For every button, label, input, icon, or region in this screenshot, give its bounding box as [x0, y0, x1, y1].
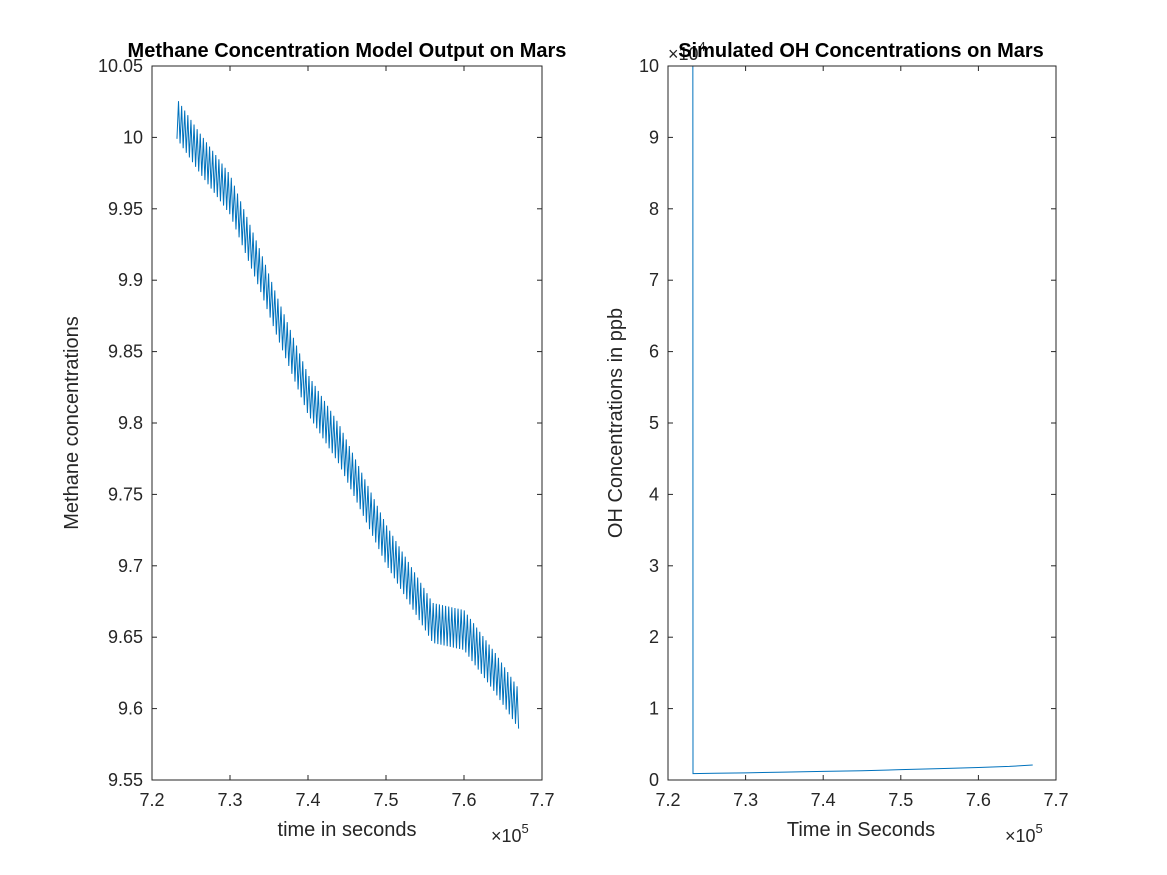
- methane-y-axis-label: Methane concentrations: [61, 316, 83, 529]
- oh-y-ticks: 0 1 2 3 4 5 6 7 8 9 10: [639, 56, 1056, 790]
- oh-x-tick-label: 7.2: [655, 790, 680, 810]
- methane-y-tick-label: 9.6: [118, 699, 143, 719]
- oh-x-tick-label: 7.3: [733, 790, 758, 810]
- methane-x-tick-label: 7.7: [529, 790, 554, 810]
- methane-y-tick-label: 9.85: [108, 342, 143, 362]
- oh-x-tick-label: 7.6: [966, 790, 991, 810]
- methane-y-tick-label: 9.55: [108, 770, 143, 790]
- methane-y-tick-label: 9.65: [108, 627, 143, 647]
- oh-x-exponent-power: 5: [1036, 821, 1043, 836]
- oh-line: [692, 66, 1033, 775]
- methane-y-tick-label: 9.8: [118, 413, 143, 433]
- oh-y-tick-label: 9: [649, 127, 659, 147]
- methane-x-axis-label: time in seconds: [278, 819, 417, 841]
- oh-chart-title: Simulated OH Concentrations on Mars: [678, 40, 1044, 62]
- oh-y-tick-label: 3: [649, 556, 659, 576]
- methane-y-tick-label: 10: [123, 127, 143, 147]
- oh-x-axis-label: Time in Seconds: [787, 819, 935, 841]
- oh-plot-box: [667, 65, 1057, 781]
- methane-x-tick-label: 7.4: [295, 790, 320, 810]
- methane-x-exponent-base: ×10: [491, 826, 522, 846]
- oh-y-exponent-power: 4: [699, 39, 706, 54]
- methane-chart: 7.2 7.3 7.4 7.5 7.6 7.7 9.55 9.6 9.65 9.7 9.75 9.8…: [61, 40, 566, 846]
- methane-x-tick-label: 7.6: [451, 790, 476, 810]
- methane-x-tick-label: 7.2: [139, 790, 164, 810]
- oh-y-axis-label: OH Concentrations in ppb: [605, 308, 627, 538]
- methane-y-tick-label: 9.75: [108, 484, 143, 504]
- oh-x-exponent: ×105: [1005, 821, 1043, 846]
- methane-x-exponent-power: 5: [522, 821, 529, 836]
- oh-y-tick-label: 8: [649, 199, 659, 219]
- oh-y-tick-label: 7: [649, 270, 659, 290]
- methane-y-tick-label: 10.05: [98, 56, 143, 76]
- oh-y-exponent-base: ×10: [668, 44, 699, 64]
- oh-y-tick-label: 0: [649, 770, 659, 790]
- methane-x-exponent: ×105: [491, 821, 529, 846]
- oh-y-tick-label: 6: [649, 342, 659, 362]
- oh-x-tick-label: 7.7: [1043, 790, 1068, 810]
- oh-y-tick-label: 2: [649, 627, 659, 647]
- oh-y-tick-label: 5: [649, 413, 659, 433]
- methane-x-tick-label: 7.5: [373, 790, 398, 810]
- oh-y-tick-label: 1: [649, 699, 659, 719]
- methane-y-tick-label: 9.95: [108, 199, 143, 219]
- methane-y-ticks: 9.55 9.6 9.65 9.7 9.75 9.8 9.85 9.9 9.95 10 10.05: [98, 56, 542, 790]
- oh-y-tick-label: 10: [639, 56, 659, 76]
- methane-chart-title: Methane Concentration Model Output on Ma…: [128, 40, 567, 62]
- methane-x-ticks: 7.2 7.3 7.4 7.5 7.6 7.7: [139, 66, 555, 810]
- methane-y-tick-label: 9.7: [118, 556, 143, 576]
- oh-x-tick-label: 7.4: [811, 790, 836, 810]
- methane-line: [176, 101, 520, 729]
- oh-x-ticks: 7.2 7.3 7.4 7.5 7.6 7.7: [655, 66, 1069, 810]
- methane-y-tick-label: 9.9: [118, 270, 143, 290]
- oh-x-tick-label: 7.5: [888, 790, 913, 810]
- oh-x-exponent-base: ×10: [1005, 826, 1036, 846]
- oh-y-exponent: ×104: [668, 39, 706, 64]
- methane-x-tick-label: 7.3: [217, 790, 242, 810]
- oh-y-tick-label: 4: [649, 484, 659, 504]
